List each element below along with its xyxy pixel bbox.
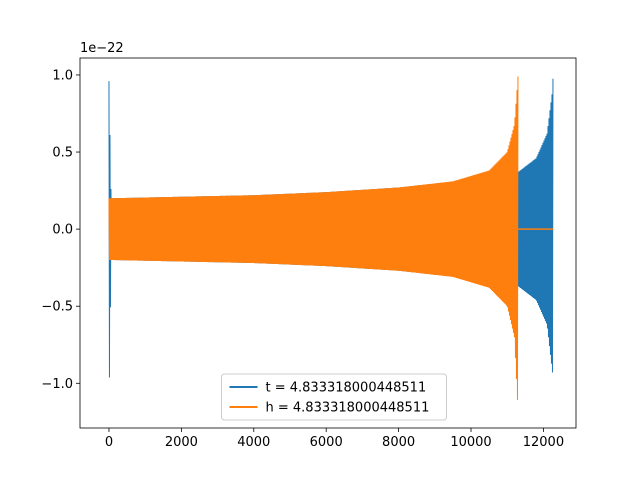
x-tick-label: 6000 (310, 435, 343, 450)
x-tick-label: 0 (105, 435, 113, 450)
legend-label-2: h = 4.833318000448511 (266, 401, 430, 416)
x-tick-label: 8000 (382, 435, 415, 450)
plot-frame (79, 57, 577, 429)
x-tick-label: 12000 (523, 435, 564, 450)
y-tick-label: −1.0 (41, 377, 73, 392)
y-offset-label: 1e−22 (80, 41, 124, 56)
y-tick-label: 0.0 (52, 223, 73, 238)
legend: t = 4.833318000448511 h = 4.8333180004485… (221, 373, 447, 421)
legend-box (221, 373, 447, 421)
x-axis: 0 2000 4000 6000 8000 10000 12000 (105, 428, 564, 450)
y-tick-label: 0.5 (52, 146, 73, 161)
y-axis: −1.0 −0.5 0.0 0.5 1.0 (41, 68, 80, 392)
legend-label-1: t = 4.833318000448511 (266, 381, 427, 396)
y-tick-label: −0.5 (41, 300, 73, 315)
x-tick-label: 10000 (450, 435, 491, 450)
x-tick-label: 4000 (237, 435, 270, 450)
series-line-2 (108, 76, 519, 400)
y-tick-label: 1.0 (52, 68, 73, 83)
series-layer (108, 76, 554, 400)
x-tick-label: 2000 (165, 435, 198, 450)
